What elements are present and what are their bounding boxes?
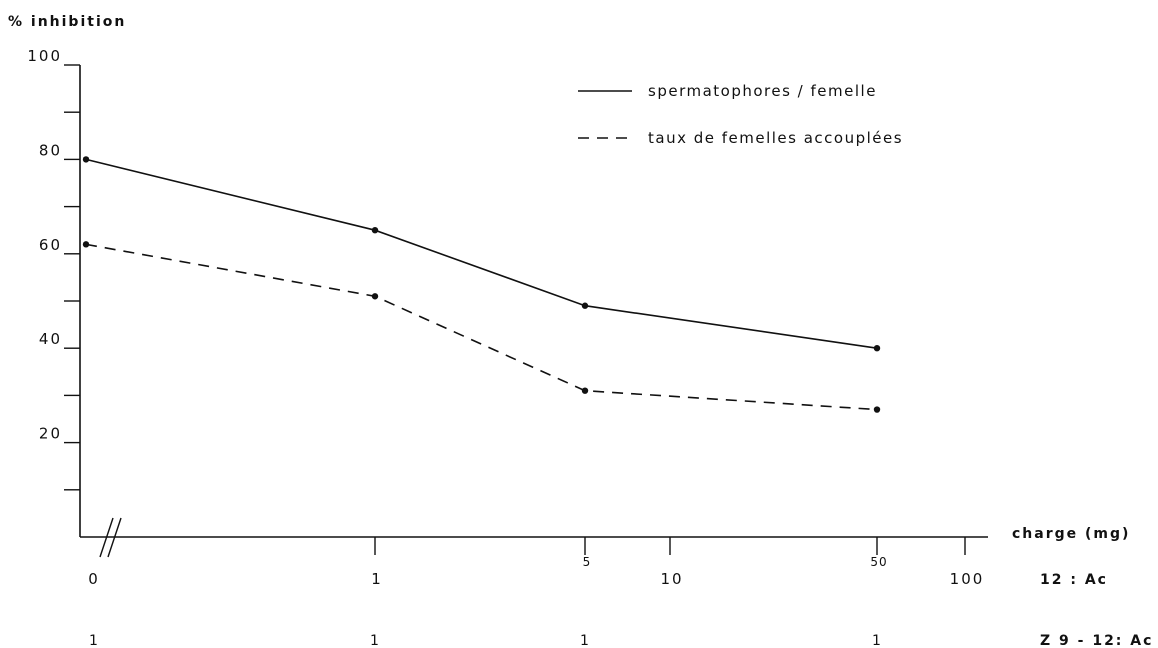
series-point-1 (371, 227, 379, 234)
y-tick-label: 80 (39, 141, 62, 159)
y-tick-label: 20 (39, 425, 62, 443)
x-tick-label: 50 (870, 555, 887, 569)
legend: spermatophores / femelle taux de femelles… (578, 82, 903, 147)
axis-break-mark (107, 517, 122, 558)
x-tick-label: 1 (371, 570, 383, 588)
series-point-2 (371, 293, 379, 300)
x-axis-label: charge (mg) (1012, 526, 1130, 542)
legend-label-2: taux de femelles accouplées (648, 129, 903, 147)
legend-label-1: spermatophores / femelle (648, 82, 877, 100)
x-tick-label: 10 (660, 570, 683, 588)
series-line-2 (85, 243, 878, 411)
y-axis-label: % inhibition (8, 14, 126, 30)
z9-12ac-value: 1 (872, 633, 882, 648)
series-point-2 (581, 387, 589, 394)
series-line-1 (85, 158, 878, 349)
x-axis: 0 1 5 10 50 100 1 1 1 1 (80, 517, 988, 648)
y-tick-label: 100 (27, 47, 62, 65)
y-axis: 100 80 60 40 20 (27, 47, 81, 537)
series-point-2 (873, 406, 881, 413)
z9-12ac-value: 1 (580, 633, 590, 648)
x-tick-label: 5 (583, 555, 592, 569)
x-tick-label: 100 (950, 570, 985, 588)
row-label-12ac: 12 : Ac (1040, 572, 1108, 588)
x-tick-label: 0 (88, 570, 100, 588)
series-point-1 (581, 302, 589, 309)
axis-break-mark (99, 517, 114, 558)
row-label-z9-12ac: Z 9 - 12: Ac (1040, 633, 1153, 648)
series-layer (82, 156, 881, 413)
y-tick-label: 40 (39, 330, 62, 348)
series-point-1 (82, 156, 90, 163)
z9-12ac-value: 1 (89, 633, 99, 648)
series-point-2 (82, 241, 90, 248)
y-tick-label: 60 (39, 236, 62, 254)
z9-12ac-value: 1 (370, 633, 380, 648)
series-point-1 (873, 345, 881, 352)
